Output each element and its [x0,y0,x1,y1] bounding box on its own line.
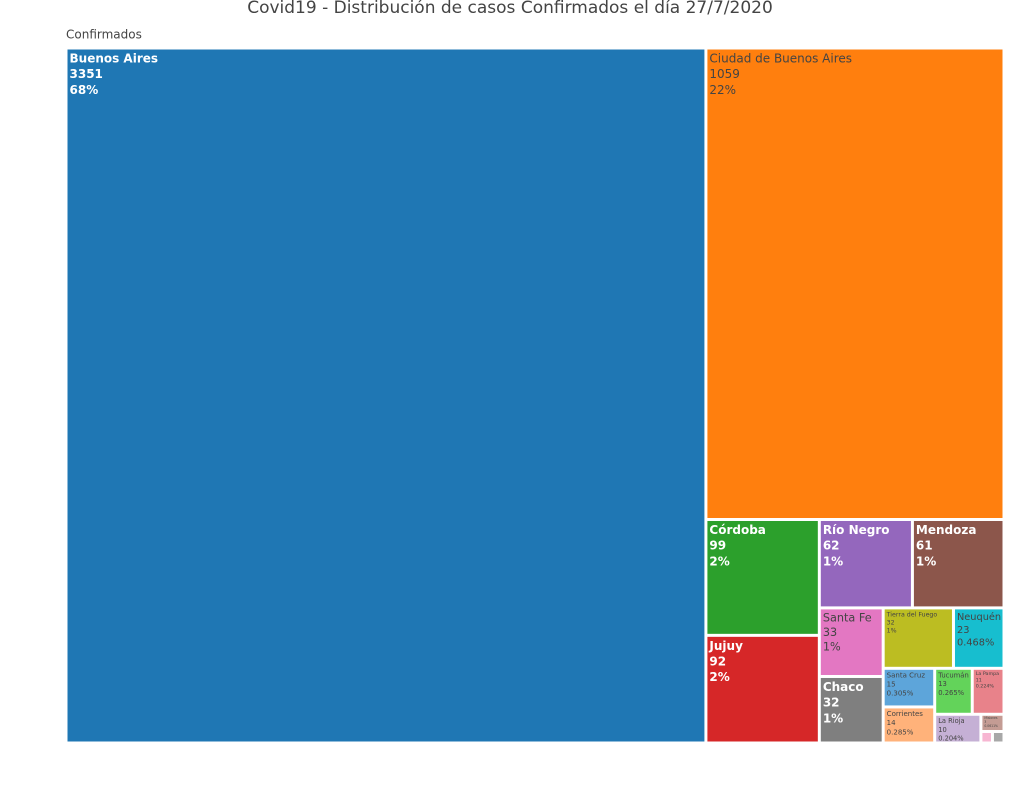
treemap-tile[interactable] [820,677,882,742]
tile-percent: 1% [823,641,841,654]
tile-label: Neuquén [957,611,1001,623]
tile-percent: 1% [887,628,897,635]
tile-label: Buenos Aires [70,52,159,66]
tile-percent: 1% [823,554,843,568]
tile-value: 62 [823,539,840,553]
treemap-tile[interactable] [707,520,818,634]
tile-value: 10 [938,726,947,734]
treemap-tile[interactable] [936,669,971,713]
treemap-tile[interactable] [936,715,980,742]
tile-label: Córdoba [709,523,766,537]
tile-percent: 0.468% [957,638,994,649]
treemap-tile[interactable] [993,733,1003,742]
tile-label: Santa Cruz [887,670,926,679]
tile-value: 99 [709,539,726,553]
treemap-tile[interactable] [982,715,1003,731]
tile-percent: 1% [823,711,843,725]
tile-value: 1059 [709,67,740,81]
tile-label: Tucumán [937,671,969,679]
treemap-tile[interactable] [707,636,818,742]
tile-label: Santa Fe [823,611,872,624]
tile-value: 15 [887,680,896,689]
tile-label: La Pampa [976,671,999,677]
root-label[interactable]: Confirmados [66,28,142,42]
tile-value: 14 [887,718,896,727]
tile-label: Misiones [984,716,998,720]
tile-percent: 2% [709,554,729,568]
tile-value: 33 [823,626,837,639]
tile-value: 3351 [70,67,103,81]
tile-percent: 0.0611% [984,724,998,728]
tile-percent: 0.224% [976,684,995,690]
tile-value: 13 [938,680,947,688]
tile-percent: 2% [709,670,729,684]
tile-value: 61 [916,539,933,553]
treemap-tile[interactable] [884,609,952,667]
tile-percent: 0.265% [938,689,964,697]
tile-label: Mendoza [916,523,977,537]
treemap-tile[interactable] [884,669,934,706]
tile-percent: 0.305% [887,689,914,698]
treemap-tile[interactable] [67,49,705,742]
tile-value: 32 [887,620,895,627]
treemap-tile[interactable] [973,669,1003,713]
treemap-tile[interactable] [954,609,1003,667]
tile-percent: 1% [916,554,936,568]
tile-label: Río Negro [823,523,890,537]
treemap-tile[interactable] [982,733,991,742]
tile-value: 92 [709,655,726,669]
tile-label: Tierra del Fuego [886,611,938,618]
treemap-tile[interactable] [820,609,882,675]
tile-value: 32 [823,696,840,710]
treemap-tile[interactable] [884,708,934,742]
tile-value: 11 [976,677,982,683]
tile-label: Jujuy [708,639,743,653]
tile-percent: 22% [709,83,736,97]
tile-label: Chaco [823,680,864,694]
treemap-tile[interactable] [707,49,1003,518]
tile-value: 3 [984,720,986,724]
chart-title: Covid19 - Distribución de casos Confirma… [247,0,773,18]
tile-label: La Rioja [938,717,964,725]
treemap-tile[interactable] [913,520,1003,607]
tile-percent: 68% [70,83,99,97]
tile-value: 23 [957,625,969,636]
tile-label: Corrientes [887,709,924,718]
tile-percent: 0.204% [938,735,963,743]
treemap-tile[interactable] [820,520,911,607]
tile-label: Ciudad de Buenos Aires [709,52,852,66]
tile-percent: 0.285% [887,727,914,736]
